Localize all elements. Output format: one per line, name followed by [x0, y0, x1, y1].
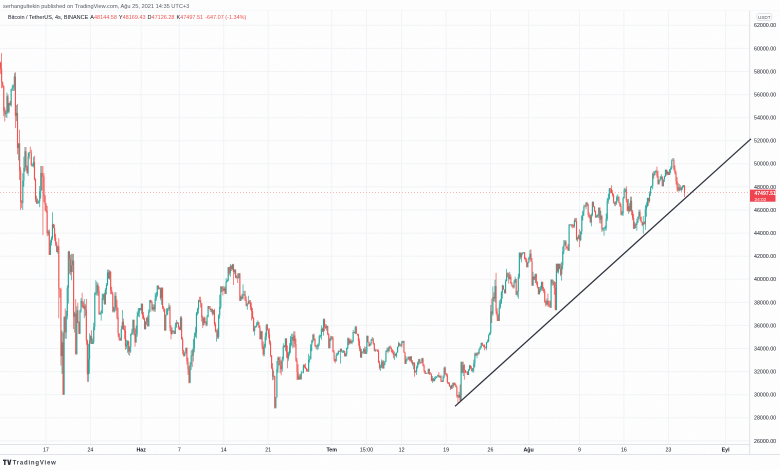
svg-text:60000.00: 60000.00 — [754, 46, 776, 52]
svg-text:TradingView: TradingView — [13, 461, 57, 467]
svg-text:USDT: USDT — [758, 15, 771, 20]
svg-text:47497.51: 47497.51 — [755, 191, 776, 197]
svg-text:48000.00: 48000.00 — [754, 185, 776, 191]
svg-text:16: 16 — [621, 447, 627, 453]
svg-text:36000.00: 36000.00 — [754, 323, 776, 329]
svg-text:serhangultekin published on Tr: serhangultekin published on TradingView.… — [3, 4, 189, 10]
svg-text:17: 17 — [43, 447, 49, 453]
svg-text:40000.00: 40000.00 — [754, 277, 776, 283]
svg-text:42000.00: 42000.00 — [754, 254, 776, 260]
svg-text:24: 24 — [87, 447, 93, 453]
svg-text:Eyl: Eyl — [722, 447, 730, 453]
svg-text:15:00: 15:00 — [360, 447, 373, 453]
svg-text:52000.00: 52000.00 — [754, 139, 776, 145]
svg-text:34000.00: 34000.00 — [754, 346, 776, 352]
svg-text:38000.00: 38000.00 — [754, 300, 776, 306]
svg-text:44000.00: 44000.00 — [754, 231, 776, 237]
svg-text:Tem: Tem — [326, 447, 337, 453]
svg-text:14: 14 — [221, 447, 227, 453]
svg-text:12: 12 — [399, 447, 405, 453]
svg-text:26000.00: 26000.00 — [754, 439, 776, 445]
svg-text:21: 21 — [265, 447, 271, 453]
svg-text:62000.00: 62000.00 — [754, 23, 776, 29]
svg-text:Bitcoin / TetherUS, 4s, BINANC: Bitcoin / TetherUS, 4s, BINANCE A48144.58… — [8, 15, 247, 21]
svg-text:19: 19 — [443, 447, 449, 453]
svg-text:24:02: 24:02 — [755, 197, 767, 202]
svg-text:Haz: Haz — [136, 447, 146, 453]
svg-text:7: 7 — [178, 447, 181, 453]
svg-text:26: 26 — [488, 447, 494, 453]
svg-text:23: 23 — [665, 447, 671, 453]
svg-text:46000.00: 46000.00 — [754, 208, 776, 214]
svg-text:56000.00: 56000.00 — [754, 93, 776, 99]
svg-text:9: 9 — [578, 447, 581, 453]
svg-text:Ağu: Ağu — [523, 447, 533, 453]
svg-text:54000.00: 54000.00 — [754, 116, 776, 122]
svg-text:30000.00: 30000.00 — [754, 393, 776, 399]
svg-text:50000.00: 50000.00 — [754, 162, 776, 168]
svg-text:32000.00: 32000.00 — [754, 370, 776, 376]
svg-text:28000.00: 28000.00 — [754, 416, 776, 422]
svg-text:58000.00: 58000.00 — [754, 69, 776, 75]
